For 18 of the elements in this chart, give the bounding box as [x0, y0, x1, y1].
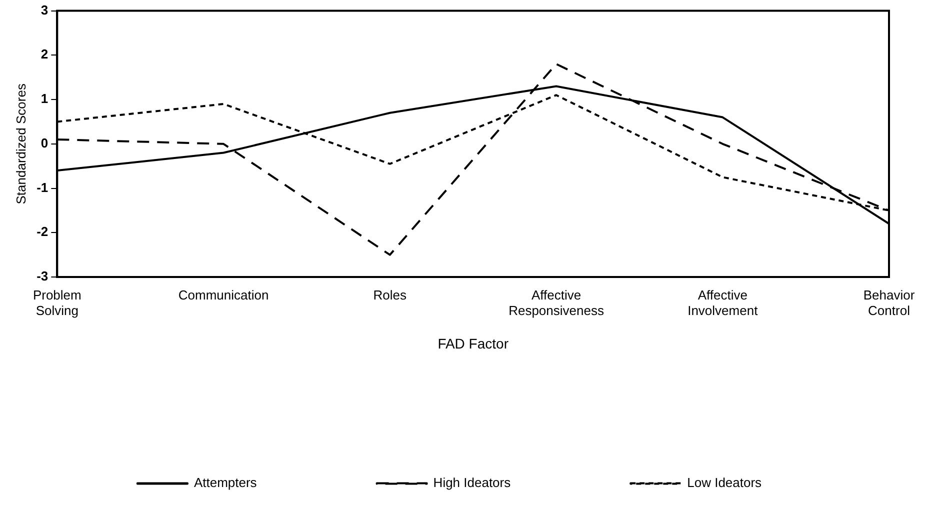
- y-axis-title: Standardized Scores: [13, 83, 28, 204]
- y-tick-label: 0: [40, 135, 48, 150]
- y-tick-label: -3: [36, 268, 48, 284]
- y-tick-label: -1: [36, 180, 48, 195]
- y-tick-label: -2: [36, 224, 48, 240]
- y-tick-label: 2: [40, 46, 48, 62]
- x-tick-label: Problem Solving: [32, 287, 82, 318]
- x-tick-label: Roles: [373, 287, 408, 302]
- x-tick-label: Affective Responsiveness: [508, 287, 604, 318]
- legend-label: High Ideators: [433, 475, 512, 490]
- y-tick-label: 3: [40, 2, 48, 18]
- x-axis-title: FAD Factor: [438, 335, 509, 352]
- x-tick-label: Behavior Control: [863, 287, 916, 318]
- x-tick-label: Affective Involvement: [688, 287, 758, 318]
- legend-label: Low Ideators: [687, 475, 762, 490]
- y-tick-label: 1: [40, 91, 48, 106]
- legend-label: Attempters: [194, 475, 258, 490]
- x-tick-label: Communication: [178, 287, 269, 302]
